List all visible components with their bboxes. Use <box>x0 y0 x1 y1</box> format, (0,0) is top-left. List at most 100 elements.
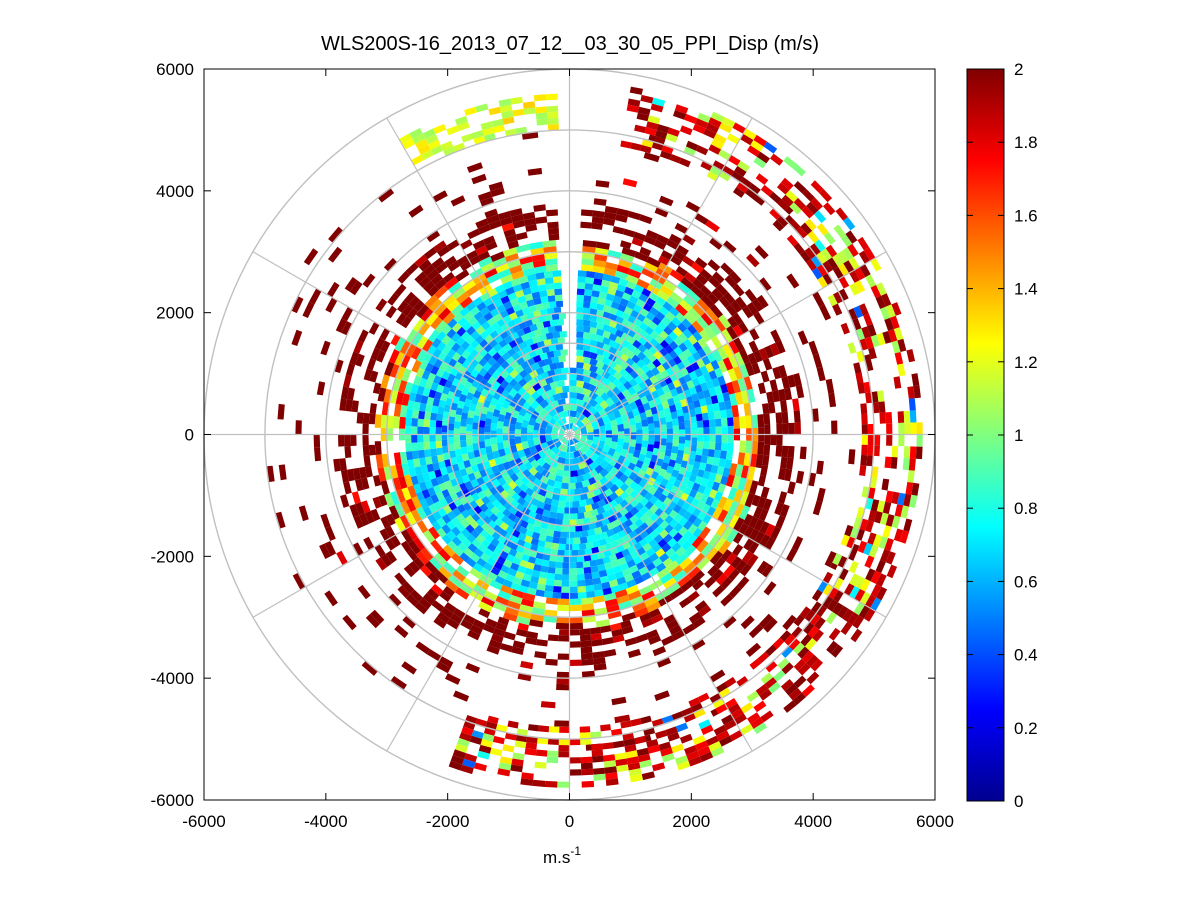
ppi-cell-2617 <box>569 659 582 666</box>
ppi-cell-408 <box>557 506 565 514</box>
ppi-cell-450 <box>628 378 638 388</box>
ppi-cell-772 <box>614 335 624 345</box>
ppi-cell-1193 <box>650 330 660 340</box>
ppi-cell-635 <box>554 524 562 532</box>
ppi-cell-514 <box>576 343 584 351</box>
ppi-cell-1123 <box>577 555 585 563</box>
ppi-cell-551 <box>576 518 584 526</box>
ppi-cell-1373 <box>465 524 475 534</box>
ppi-cell-1652 <box>553 282 562 290</box>
ppi-cell-785 <box>669 404 677 413</box>
ppi-cell-679 <box>596 334 605 343</box>
ppi-cell-1799 <box>727 425 734 435</box>
ppi-cell-341 <box>579 499 587 507</box>
ppi-cell-3268 <box>593 773 606 781</box>
ppi-cell-762 <box>538 333 547 342</box>
ppi-cell-601 <box>630 362 640 372</box>
ppi-cell-1191 <box>639 322 649 331</box>
ppi-cell-859 <box>547 325 556 333</box>
ppi-cell-962 <box>576 312 584 320</box>
ppi-cell-1567 <box>712 457 720 467</box>
ppi-cell-687 <box>641 364 651 374</box>
ppi-cell-1622 <box>417 442 425 451</box>
ppi-cell-1203 <box>689 386 697 395</box>
ppi-cell-1319 <box>688 370 698 380</box>
ppi-cell-298 <box>502 433 509 441</box>
ppi-cell-684 <box>626 350 636 360</box>
ppi-cell-428 <box>494 402 503 411</box>
ppi-cell-1617 <box>424 479 433 490</box>
ppi-cell-104 <box>555 468 564 477</box>
ppi-cell-1401 <box>460 340 470 351</box>
ppi-cell-531 <box>653 420 661 428</box>
ppi-cell-1616 <box>427 486 436 497</box>
ppi-cell-948 <box>478 357 488 367</box>
ppi-cell-2274 <box>764 424 771 435</box>
ppi-cell-1206 <box>694 406 702 415</box>
ppi-cell-3104 <box>580 756 593 764</box>
ppi-cell-836 <box>460 440 467 448</box>
ppi-cell-2509 <box>350 434 357 446</box>
x-tick-label-4: 2000 <box>672 812 710 831</box>
ppi-cell-88 <box>582 394 592 404</box>
ppi-cell-2739 <box>540 701 556 709</box>
ppi-cell-1363 <box>526 562 535 570</box>
ppi-cell-218 <box>623 435 631 443</box>
ppi-cell-1741 <box>411 434 418 443</box>
ppi-cell-461 <box>645 450 653 459</box>
ppi-cell-1257 <box>460 509 470 519</box>
ppi-cell-936 <box>453 435 461 443</box>
ppi-cell-533 <box>654 434 661 442</box>
ppi-cell-1627 <box>419 402 427 412</box>
ppi-cell-755 <box>496 356 506 366</box>
ppi-cell-3213 <box>569 769 582 776</box>
ppi-cell-269 <box>629 425 637 433</box>
ppi-cell-885 <box>679 429 686 437</box>
ppi-cell-2979 <box>879 412 887 424</box>
ppi-cell-1861 <box>405 417 412 427</box>
ppi-cell-363 <box>501 400 511 410</box>
ppi-cell-297 <box>502 440 510 448</box>
ppi-cell-115 <box>534 404 544 414</box>
ppi-cell-2296 <box>559 629 570 636</box>
ppi-cell-2569 <box>344 446 352 459</box>
ppi-cell-1312 <box>659 330 669 340</box>
ppi-cell-1452 <box>700 477 709 487</box>
ppi-cell-1613 <box>437 507 447 518</box>
ppi-cell-494 <box>484 439 492 447</box>
ppi-cell-1831 <box>552 592 562 599</box>
ppi-cell-27 <box>550 446 561 456</box>
ppi-cell-716 <box>594 526 603 535</box>
ppi-cell-1154 <box>441 425 448 433</box>
ppi-cell-695 <box>665 414 673 423</box>
ppi-cell-488 <box>497 477 507 487</box>
ppi-cell-882 <box>676 408 684 417</box>
ppi-cell-2412 <box>775 412 783 424</box>
ppi-cell-223 <box>609 466 619 477</box>
ppi-cell-456 <box>646 416 654 425</box>
ppi-cell-909 <box>578 543 587 550</box>
ppi-cell-753 <box>487 366 497 376</box>
ppi-cell-1579 <box>667 537 678 548</box>
ppi-cell-1586 <box>621 568 632 577</box>
ppi-cell-1015 <box>564 550 572 557</box>
ppi-cell-125 <box>599 400 609 410</box>
ppi-cell-1589 <box>599 575 609 584</box>
ppi-cell-1482 <box>517 565 527 574</box>
ppi-cell-694 <box>663 407 672 416</box>
ppi-cell-132 <box>607 447 616 457</box>
ppi-cell-711 <box>624 511 634 521</box>
ppi-cell-1238 <box>576 561 584 569</box>
ppi-cell-634 <box>561 525 569 532</box>
ppi-cell-1623 <box>417 434 424 443</box>
ppi-cell-92 <box>602 415 611 425</box>
ppi-cell-1523 <box>477 316 488 326</box>
colorbar-tick-label-2: 0.4 <box>1014 646 1038 665</box>
ppi-cell-574 <box>478 420 486 428</box>
ppi-cell-180 <box>581 479 591 488</box>
ppi-cell-348 <box>530 491 540 501</box>
ppi-cell-1440 <box>702 389 711 399</box>
ppi-cell-2551 <box>557 653 570 660</box>
ppi-cell-1684 <box>719 450 727 460</box>
ppi-cell-1285 <box>474 334 485 344</box>
